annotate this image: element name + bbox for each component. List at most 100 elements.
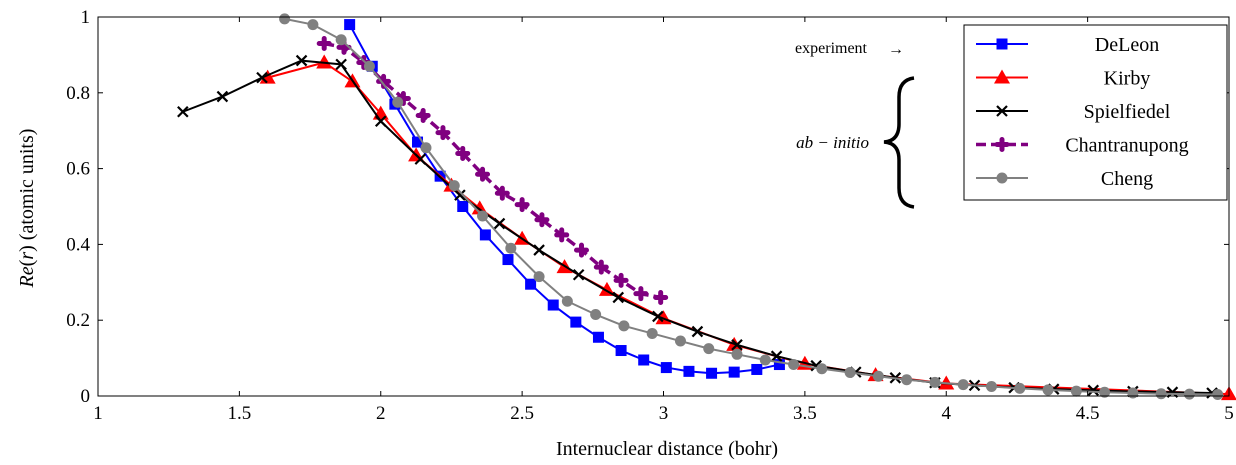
data-point-cheng — [901, 374, 913, 386]
y-tick-label: 0.2 — [66, 310, 90, 331]
data-point-kirby — [316, 54, 333, 69]
data-point-cheng — [844, 367, 856, 379]
data-point-cheng — [929, 376, 941, 388]
y-axis-label-close-paren: ) — [16, 245, 38, 252]
data-point-spielfiedel — [612, 291, 625, 304]
x-tick-label: 4 — [942, 403, 952, 424]
data-point-deleon — [457, 201, 469, 212]
data-point-cheng — [335, 34, 347, 46]
data-point-spielfiedel — [177, 105, 189, 118]
y-tick-label: 0 — [81, 386, 91, 407]
data-point-cheng — [703, 343, 715, 355]
data-point-cheng — [533, 271, 545, 283]
data-point-spielfiedel — [572, 268, 585, 281]
data-point-deleon — [412, 136, 424, 148]
legend-box — [963, 24, 1228, 201]
data-point-deleon — [728, 366, 740, 378]
ab-initio-text: ab − initio — [796, 133, 869, 152]
data-point-cheng — [505, 242, 517, 254]
data-point-cheng — [1212, 388, 1224, 400]
data-point-cheng — [1070, 385, 1082, 397]
data-point-chantranupong — [514, 197, 530, 213]
data-point-cheng — [1099, 386, 1111, 398]
data-point-cheng — [477, 210, 489, 222]
legend-item-cheng: Cheng — [976, 168, 1153, 190]
series-cheng — [279, 13, 1224, 400]
data-point-chantranupong — [633, 286, 649, 302]
data-point-spielfiedel — [731, 339, 743, 351]
x-tick-label: 3.5 — [793, 403, 817, 424]
y-tick-label: 1 — [81, 7, 91, 28]
x-axis-label: Internuclear distance (bohr) — [556, 438, 778, 460]
data-point-chantranupong — [494, 185, 510, 201]
legend-item-kirby: Kirby — [976, 68, 1150, 90]
data-point-spielfiedel — [1087, 384, 1100, 397]
data-point-cheng — [448, 180, 460, 192]
data-point-cheng — [872, 370, 884, 382]
legend-item-deleon: DeLeon — [976, 34, 1159, 56]
legend-marker-cheng — [996, 172, 1008, 184]
y-axis-label-open-paren: ( — [16, 259, 38, 266]
data-point-spielfiedel — [454, 189, 466, 201]
data-point-spielfiedel — [335, 58, 347, 71]
data-point-deleon — [344, 19, 356, 31]
data-point-spielfiedel — [256, 71, 268, 84]
data-point-chantranupong — [435, 125, 451, 141]
data-point-deleon — [751, 363, 763, 375]
data-point-cheng — [1042, 384, 1054, 396]
data-point-deleon — [570, 316, 582, 328]
experiment-arrow: → — [888, 41, 904, 58]
data-point-deleon — [502, 254, 514, 266]
data-point-chantranupong — [415, 108, 431, 124]
data-point-spielfiedel — [374, 115, 387, 128]
x-tick-label: 5 — [1224, 403, 1234, 424]
data-point-chantranupong — [534, 212, 550, 228]
data-point-spielfiedel — [691, 325, 704, 338]
x-tick-label: 1.5 — [228, 403, 252, 424]
data-point-deleon — [547, 299, 559, 311]
data-point-spielfiedel — [414, 153, 427, 165]
legend-label-kirby: Kirby — [1104, 68, 1151, 90]
data-point-cheng — [985, 381, 997, 393]
data-point-cheng — [561, 295, 573, 307]
data-point-chantranupong — [475, 166, 491, 182]
data-point-deleon — [773, 359, 785, 371]
experiment-text: experiment — [795, 40, 868, 57]
data-point-cheng — [731, 348, 743, 360]
data-point-spielfiedel — [493, 217, 506, 230]
data-point-chantranupong — [613, 272, 629, 288]
x-tick-label: 3 — [659, 403, 669, 424]
data-point-deleon — [615, 345, 627, 357]
data-point-cheng — [816, 363, 828, 375]
y-axis-label-r: r — [16, 252, 38, 260]
legend-entries: DeLeon Kirby Spielfiedel Chantranupong Cheng — [976, 34, 1189, 190]
data-point-cheng — [618, 320, 630, 332]
data-point-chantranupong — [316, 36, 332, 52]
data-point-cheng — [1127, 387, 1139, 399]
data-point-cheng — [646, 327, 658, 339]
data-point-cheng — [590, 309, 602, 321]
data-point-spielfiedel — [652, 310, 664, 323]
data-point-spielfiedel — [295, 54, 308, 67]
data-point-cheng — [788, 359, 800, 371]
x-tick-label: 2 — [376, 403, 386, 424]
series-line-cheng — [284, 17, 1218, 396]
legend-label-chantranupong: Chantranupong — [1065, 135, 1188, 157]
y-axis-label-re: Re — [16, 266, 38, 288]
y-tick-label: 0.8 — [66, 83, 90, 104]
series-line-chantranupong — [323, 41, 662, 300]
experiment-annotation: experiment → — [795, 40, 904, 58]
data-point-cheng — [957, 379, 969, 391]
series-chantranupong — [316, 36, 669, 305]
legend-marker-chantranupong — [994, 137, 1010, 152]
ab-initio-annotation: ab − initio — [796, 76, 915, 209]
data-point-cheng — [420, 142, 432, 154]
legend-label-deleon: DeLeon — [1095, 34, 1159, 56]
series-layer — [177, 13, 1236, 401]
ticks-layer: 1 1.5 2 2.5 3 3.5 4 4.5 5 0 0.2 0.4 0.6 0.8 1 — [66, 7, 1234, 424]
x-tick-label: 2.5 — [510, 403, 534, 424]
data-point-chantranupong — [554, 227, 570, 243]
legend-item-spielfiedel: Spielfiedel — [976, 101, 1171, 123]
data-point-chantranupong — [574, 242, 590, 258]
